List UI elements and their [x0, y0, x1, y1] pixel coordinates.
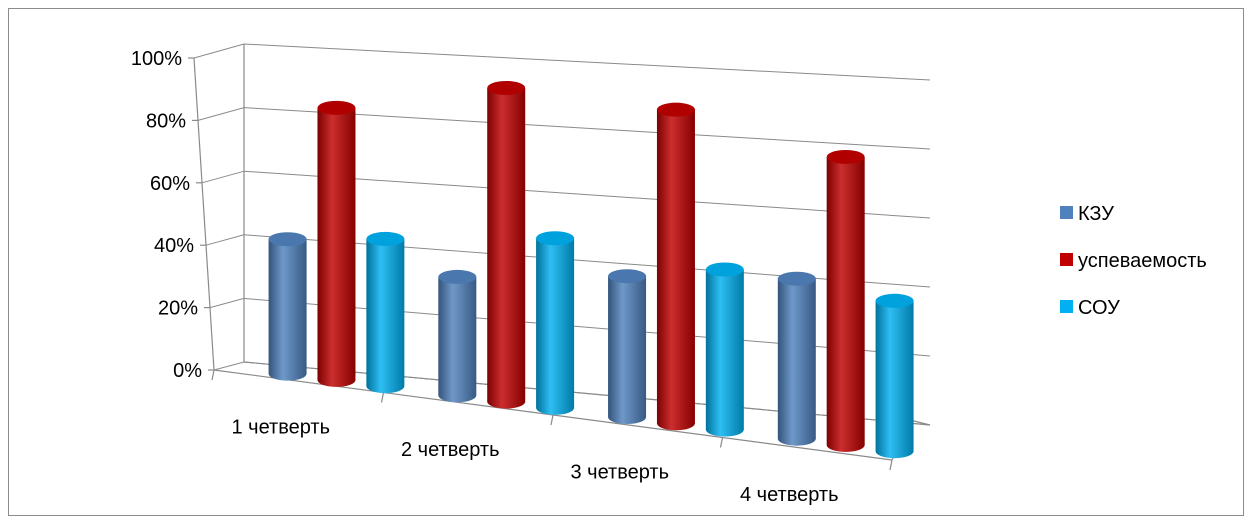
bar-body	[608, 276, 647, 425]
bar-body	[705, 269, 744, 437]
bar-top	[438, 269, 477, 284]
bar-body	[656, 109, 695, 431]
bar-top	[777, 271, 816, 286]
x-axis-labels: 1 четверть 2 четверть 3 четверть 4 четверть	[231, 416, 838, 506]
bar	[366, 231, 405, 394]
bar	[777, 271, 816, 446]
chart-frame	[8, 8, 1244, 516]
legend-swatch	[1060, 300, 1073, 313]
bar	[875, 293, 914, 459]
bar-body	[875, 300, 914, 459]
gridline	[193, 43, 931, 81]
legend-label: СОУ	[1078, 297, 1120, 319]
bar-top	[875, 293, 914, 308]
x-tick-mark	[380, 392, 385, 403]
bar	[826, 149, 865, 452]
bar-top	[826, 149, 865, 164]
bar-top	[656, 102, 695, 117]
bar-body	[487, 87, 526, 409]
x-tick-mark	[550, 414, 554, 426]
bar	[608, 269, 647, 425]
bar-body	[268, 239, 307, 381]
y-tick-label: 80%	[146, 110, 186, 132]
bar-top	[536, 231, 575, 246]
bar	[536, 231, 575, 415]
bar-top	[268, 232, 307, 247]
legend-label: успеваемость	[1078, 250, 1207, 272]
bar	[656, 102, 695, 431]
y-axis-ticks: 0% 20% 40% 60% 80% 100%	[131, 48, 214, 382]
bar	[438, 269, 477, 403]
bar-body	[536, 238, 575, 415]
y-tick-label: 20%	[158, 298, 198, 320]
bar-top	[705, 262, 744, 277]
bar-body	[317, 107, 356, 387]
x-tick-label: 3 четверть	[570, 461, 669, 483]
legend-swatch	[1060, 253, 1073, 266]
bars	[268, 80, 914, 459]
y-tick-label: 100%	[131, 48, 182, 70]
gridline	[201, 170, 931, 219]
bar	[705, 262, 744, 437]
x-tick-mark	[211, 369, 215, 381]
bar	[487, 80, 526, 409]
bar-body	[438, 276, 477, 403]
x-tick-label: 4 четверть	[740, 484, 839, 506]
bar-body	[366, 238, 405, 394]
y-tick-label: 40%	[154, 235, 194, 257]
bar-top	[366, 231, 405, 246]
x-tick-label: 2 четверть	[401, 439, 500, 461]
x-tick-label: 1 четверть	[231, 416, 330, 438]
x-tick-mark	[889, 459, 893, 471]
bar-top	[487, 80, 526, 95]
legend-label: КЗУ	[1078, 203, 1114, 225]
legend: КЗУ успеваемость СОУ	[1060, 203, 1207, 319]
bar-body	[826, 156, 865, 452]
bar-top	[608, 269, 647, 284]
y-tick-label: 0%	[173, 360, 202, 382]
y-tick-label: 60%	[150, 173, 190, 195]
bar	[268, 232, 307, 381]
y-axis-line	[193, 57, 215, 371]
gridline	[197, 107, 931, 150]
legend-swatch	[1060, 206, 1073, 219]
bar-body	[777, 278, 816, 446]
x-tick-mark	[719, 437, 724, 448]
bar	[317, 100, 356, 387]
bar-top	[317, 100, 356, 115]
